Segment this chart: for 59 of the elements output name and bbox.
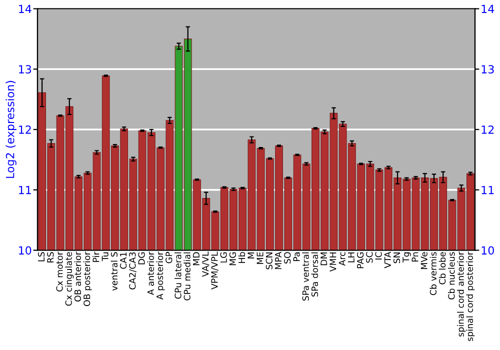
x-tick-label: Pn	[412, 252, 418, 262]
y-tick-label: 13	[19, 65, 32, 74]
x-tick-label: Pa	[293, 252, 300, 262]
x-tick-label: PAG	[356, 252, 364, 268]
x-tick-label: Cb nucleus	[448, 252, 455, 300]
x-tick-label: SN	[393, 252, 400, 264]
x-tick-label: spinal cord anterior	[457, 252, 466, 336]
x-tick-label: A posterior	[156, 252, 165, 300]
y-axis-title: Log2 (expression)	[6, 80, 16, 178]
x-tick-label: MPA	[275, 252, 282, 270]
x-tick-label: CPu lateral	[174, 252, 182, 299]
x-tick-label: SPa dorsal	[311, 252, 318, 296]
x-tick-label: SCN	[266, 252, 272, 270]
y2-tick-label: 12	[482, 125, 494, 134]
x-tick-label: MD	[193, 252, 200, 266]
x-tick-label: RS	[47, 252, 54, 262]
x-tick-label: Cb vermis	[430, 252, 437, 296]
x-tick-label: IC	[375, 252, 382, 260]
x-tick-label: VPM/VPL	[211, 252, 218, 290]
y2-tick-label: 10	[482, 246, 494, 255]
x-tick-label: ME	[256, 252, 264, 264]
x-tick-label: Hb	[238, 252, 246, 263]
x-tick-label: spinal cord posterior	[466, 252, 475, 342]
y2-tick-label: 11	[482, 186, 494, 194]
x-tick-label: LH	[348, 252, 354, 262]
y2-tick-label: 13	[482, 65, 494, 74]
x-tick-label: DG	[138, 252, 145, 264]
x-tick-label: CA2/CA3	[129, 252, 136, 290]
x-tick-label: OB posterior	[83, 252, 92, 306]
x-tick-label: OB anterior	[74, 252, 82, 302]
x-tick-label: MVe	[420, 252, 428, 270]
x-tick-label: CPu medial	[184, 252, 190, 300]
x-tick-label: Tu	[102, 252, 108, 262]
x-tick-label: SPa ventral	[302, 252, 309, 301]
x-tick-label: VTA	[384, 252, 391, 268]
y-tick-label: 14	[19, 4, 32, 13]
y-tick-label: 12	[19, 125, 31, 134]
x-tick-label: Tg	[402, 252, 411, 263]
x-tick-label: M	[248, 252, 254, 258]
x-tick-label: Cx motor	[56, 252, 63, 292]
x-tick-label: GP	[166, 252, 172, 264]
x-tick-label: Cb lobe	[438, 252, 446, 284]
x-tick-label: VA/VL	[202, 252, 210, 277]
x-tick-label: Cx cingulate	[65, 252, 74, 306]
x-tick-label: Pir	[92, 252, 100, 262]
x-tick-label: DM	[320, 252, 328, 266]
x-tick-label: ventral S	[110, 252, 118, 291]
x-tick-label: CA1	[120, 252, 127, 269]
y-tick-label: 11	[19, 186, 31, 194]
x-tick-label: LG	[220, 252, 227, 262]
x-tick-label: VMH	[330, 252, 336, 272]
x-tick-label: SC	[366, 252, 373, 263]
y-tick-label: 10	[19, 246, 32, 255]
x-tick-label: Arc	[338, 252, 346, 266]
x-tick-label: LS	[38, 252, 45, 262]
x-tick-label: SO	[284, 252, 291, 264]
y2-tick-label: 14	[482, 4, 494, 13]
x-tick-label: MG	[229, 252, 236, 266]
x-tick-label: A anterior	[147, 252, 154, 296]
